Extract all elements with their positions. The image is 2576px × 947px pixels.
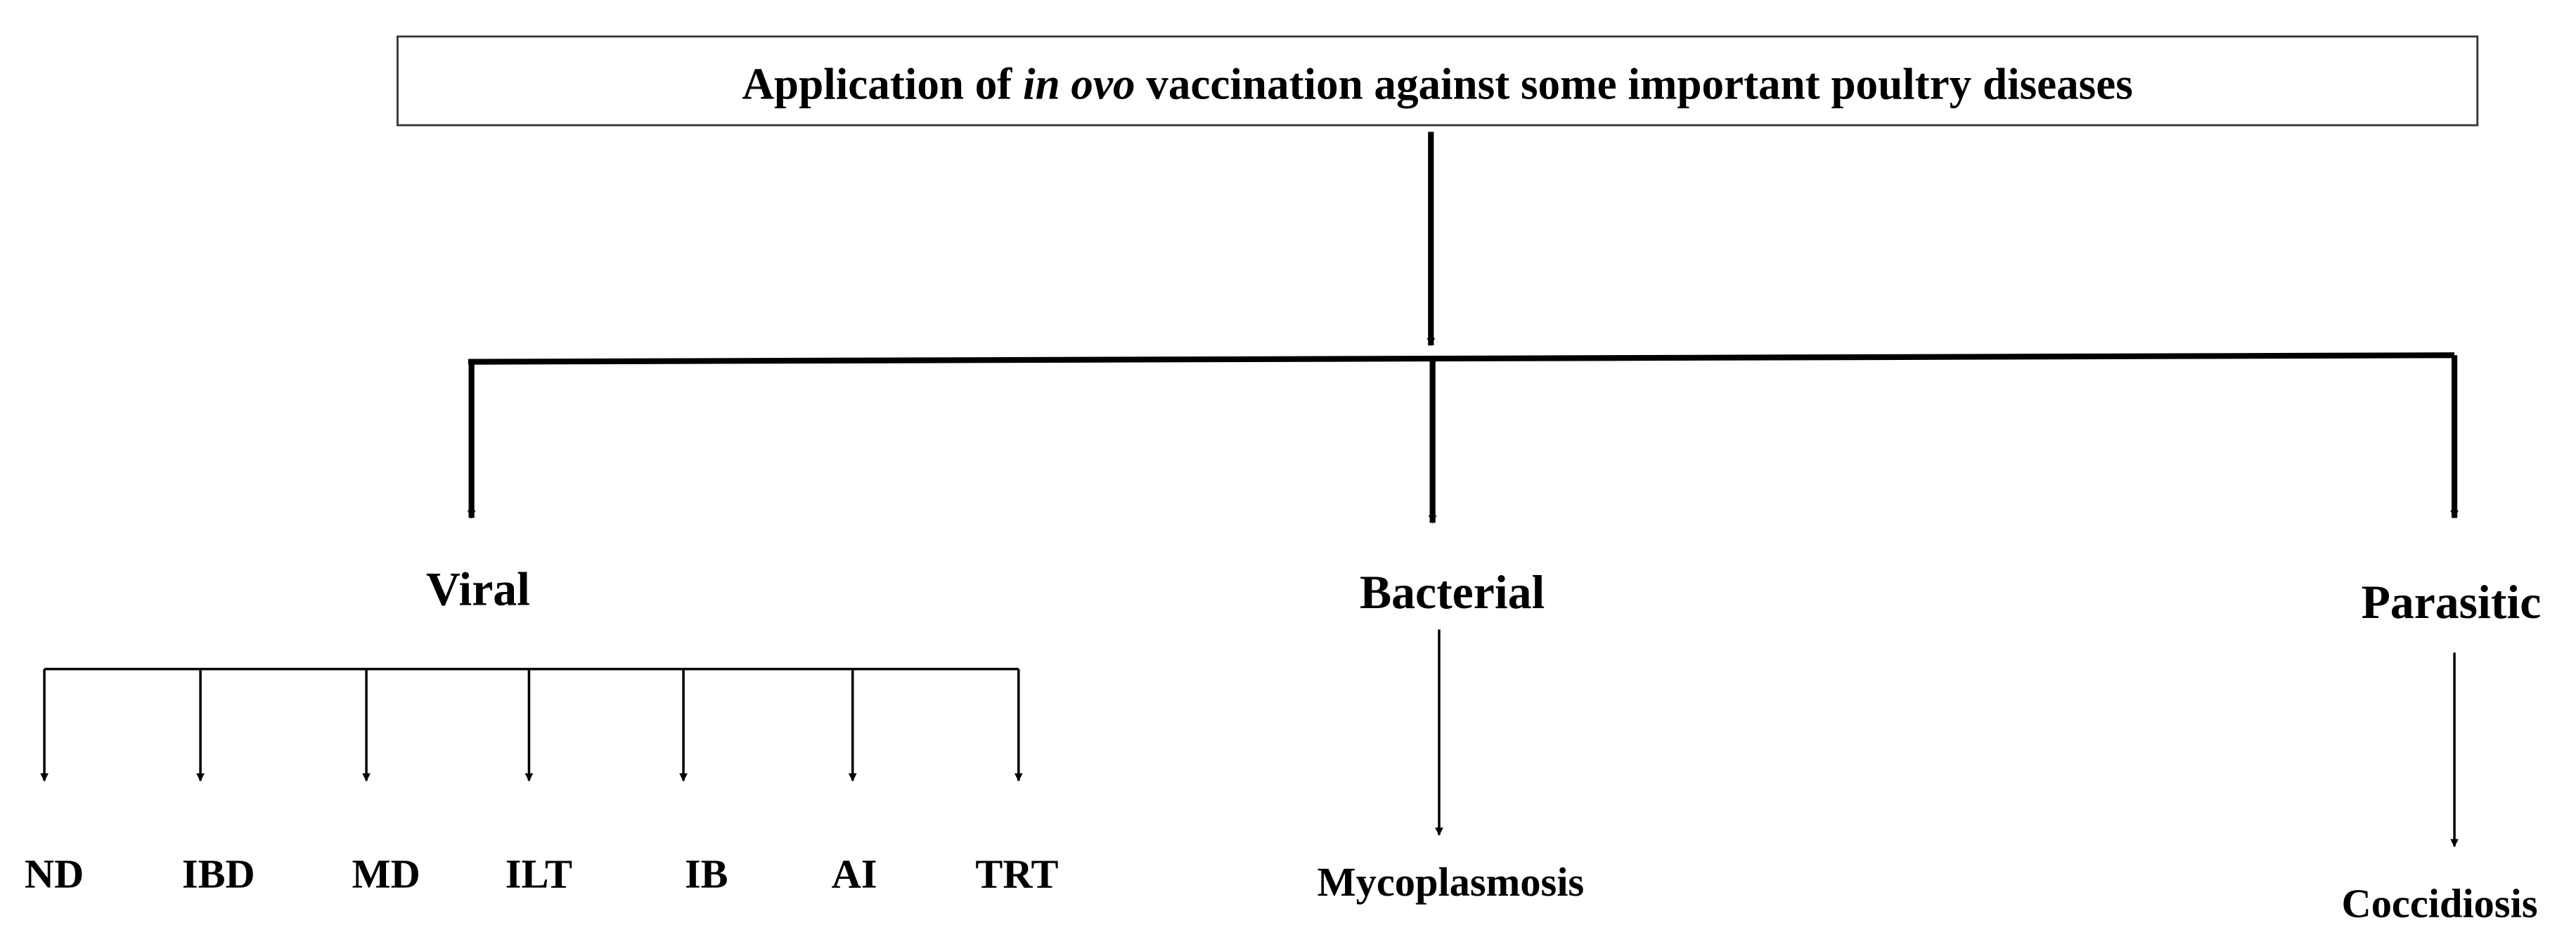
category-label: Viral (426, 562, 530, 615)
title-end: vaccination against some important poult… (1146, 60, 2132, 109)
branch-line (468, 352, 2455, 365)
disease-label: ILT (505, 851, 572, 896)
disease-label: Coccidiosis (2342, 880, 2538, 926)
disease-label: MD (352, 851, 420, 896)
category-label: Parasitic (2361, 576, 2541, 629)
disease-label: AI (832, 851, 877, 896)
disease-label: ND (25, 851, 84, 896)
title-italic: in ovo (1023, 60, 1135, 109)
title-box (397, 35, 2479, 127)
title-start: Application of (742, 60, 1012, 109)
category-label: Bacterial (1360, 566, 1545, 619)
disease-label: IB (685, 851, 728, 896)
disease-label: Mycoplasmosis (1318, 859, 1585, 905)
disease-label: TRT (975, 851, 1058, 896)
title: Application of in ovo vaccination agains… (742, 60, 2132, 109)
disease-label: IBD (182, 851, 255, 896)
